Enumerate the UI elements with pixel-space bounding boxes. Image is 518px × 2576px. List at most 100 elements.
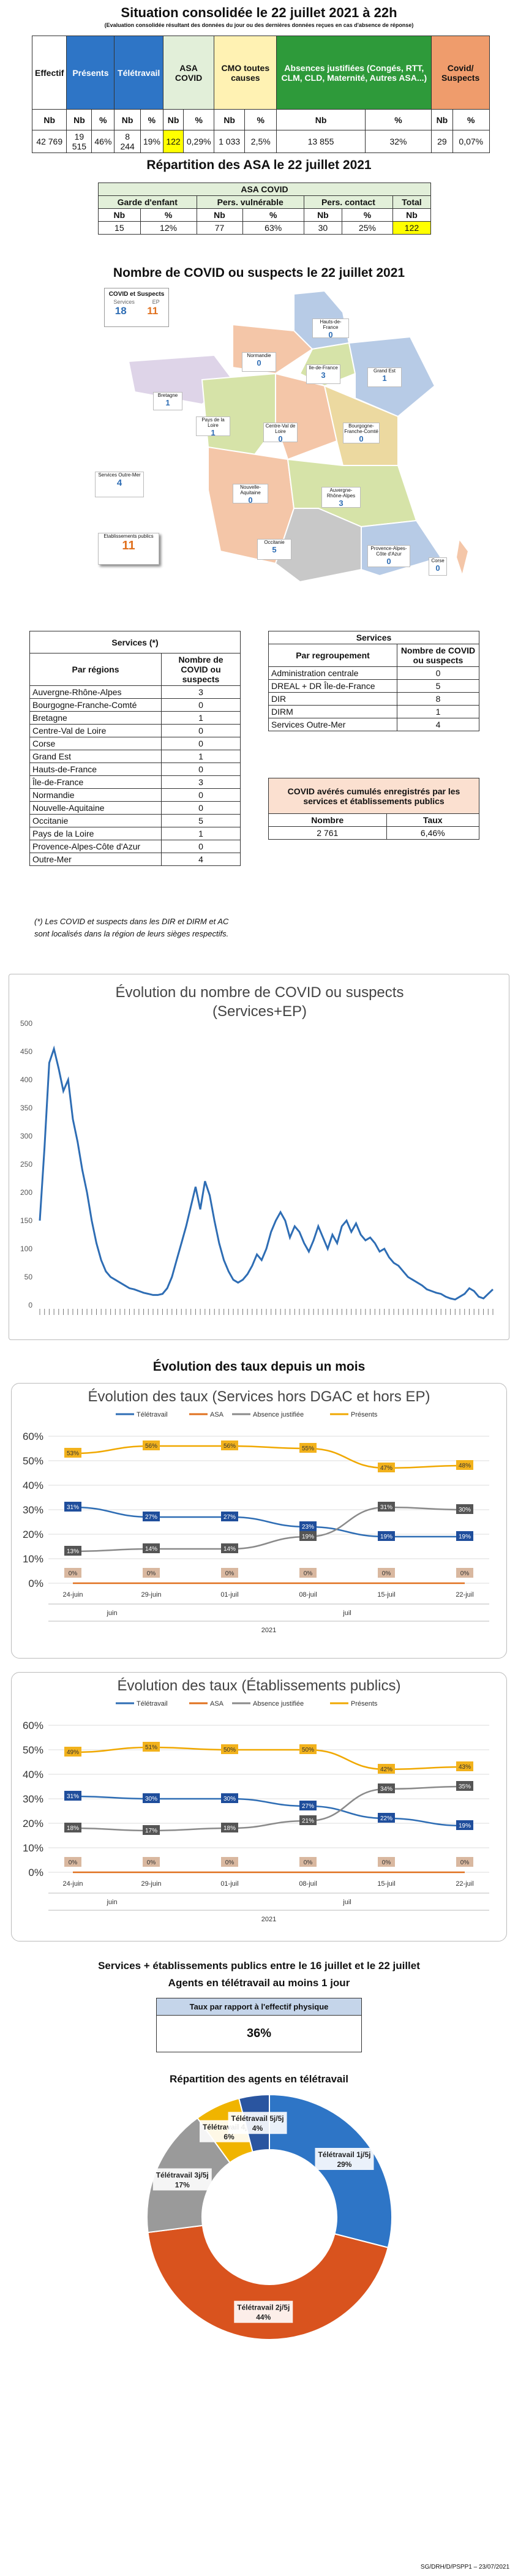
asa-sub: % xyxy=(140,208,197,222)
asa-group: Pers. vulnérable xyxy=(196,195,304,209)
region-name: Outre-Mer xyxy=(29,853,162,866)
series-line xyxy=(72,1746,465,1771)
data-label-bg xyxy=(64,1502,81,1512)
pie-value: 17% xyxy=(175,2180,190,2189)
map-label-outre-mer: Services Outre-Mer 4 xyxy=(95,472,144,497)
asa-value: 12% xyxy=(140,221,197,235)
col-teletravail: Télétravail xyxy=(114,36,163,110)
asa-table: ASA COVID Garde d'enfant Pers. vulnérabl… xyxy=(98,183,432,235)
service-value: 1 xyxy=(397,705,479,718)
pct-label: % xyxy=(91,109,115,130)
pie-label-bg xyxy=(228,2112,287,2134)
region-value: 0 xyxy=(161,724,241,737)
map-label-bretagne: Bretagne 1 xyxy=(153,392,182,410)
asa-value: 77 xyxy=(196,221,243,235)
region-value: 0 xyxy=(161,788,241,802)
region-name: Normandie xyxy=(29,788,162,802)
data-label-bg xyxy=(299,1531,317,1541)
pie-slice xyxy=(147,2224,389,2340)
y-tick-label: 0 xyxy=(28,1301,32,1309)
data-label-bg xyxy=(456,1460,473,1470)
map-label-corse: Corse 0 xyxy=(429,557,447,576)
data-label: 0% xyxy=(382,1570,391,1577)
table-row: Île-de-France 3 xyxy=(29,775,241,789)
y-tick-label: 0% xyxy=(28,1578,43,1589)
legend-label: ASA xyxy=(210,1700,224,1708)
data-label-bg xyxy=(456,1857,473,1867)
series-line xyxy=(72,1506,465,1553)
data-label-bg xyxy=(378,1568,395,1578)
chart1-title: Évolution du nombre de COVID ou suspects… xyxy=(115,984,404,1020)
table-row: DREAL + DR Île-de-France 5 xyxy=(268,679,479,693)
page-subtitle: (Evaluation consolidée résultant des don… xyxy=(104,22,414,28)
nb-label: Nb xyxy=(162,109,184,130)
region-name: Hauts-de-France xyxy=(29,763,162,776)
region-value: 1 xyxy=(161,827,241,840)
y-tick-label: 60% xyxy=(23,1431,43,1442)
data-label-bg xyxy=(221,1857,238,1867)
pie-slice xyxy=(269,2093,392,2248)
table-row: Corse 0 xyxy=(29,737,241,750)
y-tick-label: 30% xyxy=(23,1504,43,1516)
legend-label: Absence justifiée xyxy=(253,1700,304,1708)
data-label: 48% xyxy=(459,1463,471,1469)
data-label-bg xyxy=(378,1783,395,1793)
x-tick-label: 08-juil xyxy=(299,1591,317,1599)
data-label: 43% xyxy=(459,1764,471,1771)
data-label: 27% xyxy=(145,1514,157,1521)
y-tick-label: 50% xyxy=(23,1455,43,1467)
y-tick-label: 10% xyxy=(23,1553,43,1565)
table-row: Services Outre-Mer 4 xyxy=(268,718,479,731)
data-label: 0% xyxy=(460,1570,470,1577)
asa-sub: Nb xyxy=(303,208,342,222)
y-tick-label: 450 xyxy=(20,1047,32,1056)
y-tick-label: 30% xyxy=(23,1793,43,1805)
data-label-bg xyxy=(143,1543,160,1553)
region-name: Occitanie xyxy=(29,814,162,827)
table-row: Occitanie 5 xyxy=(29,814,241,827)
col-covid: Covid/ Suspects xyxy=(431,36,490,110)
map-label-ile-de-france: Ile-de-France 3 xyxy=(306,364,340,384)
cumul-col1: Nombre xyxy=(268,813,387,827)
region-value: 0 xyxy=(161,801,241,815)
series-line xyxy=(72,1506,465,1538)
value-cell: 13 855 xyxy=(276,130,366,153)
data-label: 51% xyxy=(145,1744,157,1751)
pie-value: 44% xyxy=(256,2313,271,2322)
data-label: 0% xyxy=(147,1859,156,1866)
y-tick-label: 40% xyxy=(23,1769,43,1780)
table-row: Grand Est 1 xyxy=(29,750,241,763)
month-label: juil xyxy=(342,1610,351,1617)
table-row: Nouvelle-Aquitaine 0 xyxy=(29,801,241,815)
region-value: 0 xyxy=(161,698,241,712)
services-col2: Nombre de COVID ou suspects xyxy=(397,644,479,667)
map-legend-col2: EP xyxy=(152,299,160,305)
month-label: juin xyxy=(106,1610,117,1617)
service-name: Administration centrale xyxy=(268,666,397,680)
asa-sub: % xyxy=(341,208,393,222)
data-label-bg xyxy=(64,1448,81,1458)
cumul-col2: Taux xyxy=(386,813,480,827)
x-tick-label: 22-juil xyxy=(456,1591,473,1599)
y-tick-label: 20% xyxy=(23,1529,43,1540)
table-row: Normandie 0 xyxy=(29,788,241,802)
map-legend-title: COVID et Suspects xyxy=(108,291,165,298)
chart3-title: Évolution des taux (Établissements publi… xyxy=(117,1678,401,1694)
regions-table-title: Services (*) xyxy=(29,631,241,653)
x-tick-label: 01-juil xyxy=(220,1880,238,1888)
map-label-auvergne-rhone-alpes: Auvergne-Rhône-Alpes 3 xyxy=(321,487,361,508)
map-legend: COVID et Suspects Services EP 18 11 xyxy=(104,288,169,327)
map-label-pays-de-la-loire: Pays de la Loire 1 xyxy=(196,416,230,437)
value-cell: 46% xyxy=(91,130,115,153)
map-label-occitanie: Occitanie 5 xyxy=(257,539,291,560)
table-row: Bourgogne-Franche-Comté 0 xyxy=(29,698,241,712)
data-label: 13% xyxy=(67,1548,79,1555)
data-label-bg xyxy=(64,1568,81,1578)
col-asa: ASA COVID xyxy=(162,36,215,110)
data-label-bg xyxy=(221,1823,238,1832)
data-label: 47% xyxy=(380,1465,392,1472)
y-tick-label: 60% xyxy=(23,1720,43,1731)
cumul-val1: 2 761 xyxy=(268,826,387,840)
data-label: 0% xyxy=(460,1859,470,1866)
